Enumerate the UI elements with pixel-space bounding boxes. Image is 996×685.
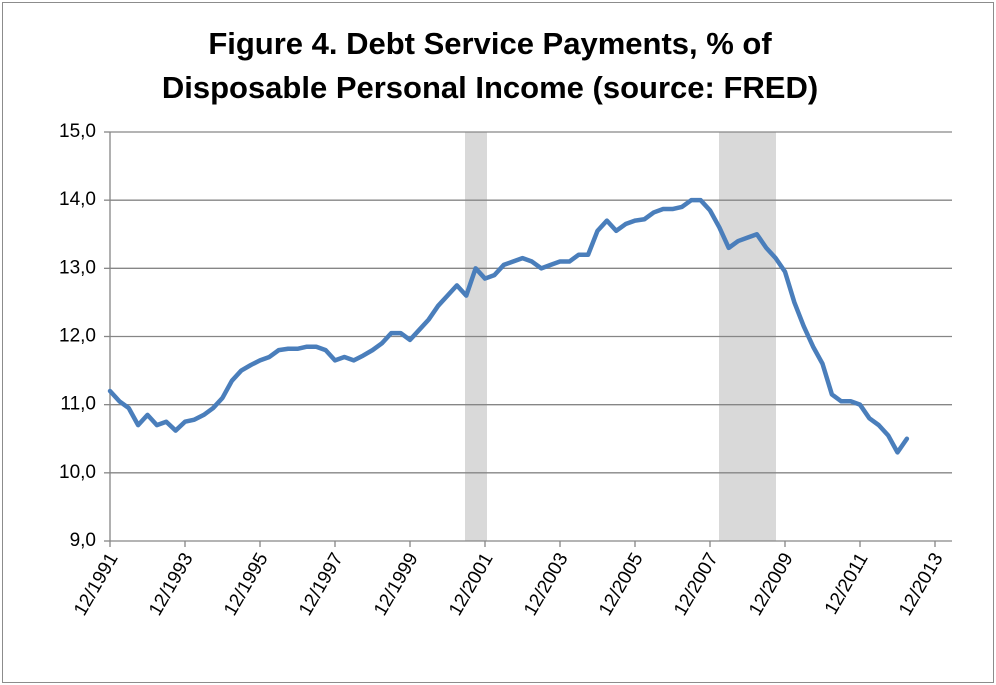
y-tick-label: 12,0: [59, 326, 96, 347]
x-tick-label: 12/1993: [145, 550, 198, 620]
y-tick-label: 13,0: [59, 257, 96, 278]
x-tick-label: 12/2001: [445, 550, 498, 620]
data-line: [107, 197, 910, 455]
x-tick-label: 12/1995: [220, 550, 273, 620]
y-tick-label: 11,0: [60, 394, 96, 415]
x-tick-label: 12/2011: [821, 550, 873, 619]
x-tick-label: 12/2009: [745, 550, 798, 620]
x-tick-label: 12/2005: [595, 550, 648, 620]
y-tick-label: 10,0: [59, 462, 96, 483]
x-tick-label: 12/2007: [670, 550, 723, 620]
chart-title: Figure 4. Debt Service Payments, % of Di…: [161, 26, 819, 105]
x-tick-label: 12/2013: [895, 550, 948, 620]
x-tick-label: 12/1997: [295, 550, 348, 620]
x-tick-label: 12/1999: [370, 550, 423, 620]
x-tick-label: 12/1991: [70, 550, 123, 620]
y-tick-label: 14,0: [59, 189, 96, 210]
y-tick-label: 9,0: [70, 530, 96, 551]
y-tick-label: 15,0: [59, 121, 96, 142]
x-tick-label: 12/2003: [520, 550, 573, 620]
